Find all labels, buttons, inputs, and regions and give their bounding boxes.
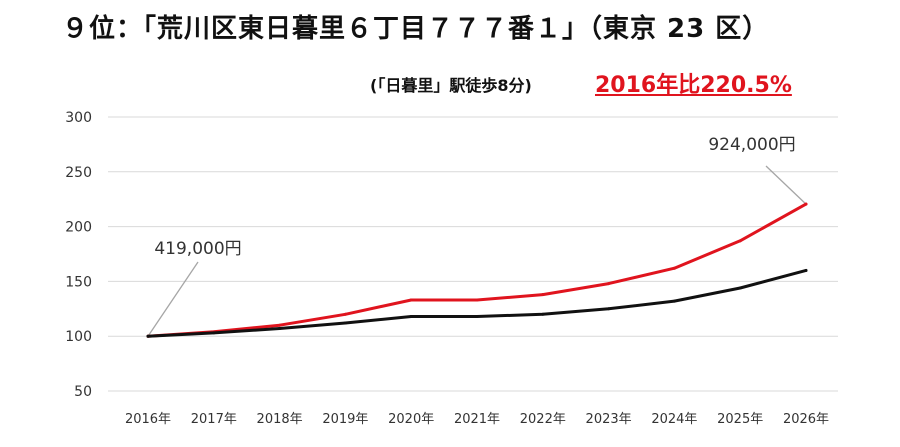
data-point — [409, 298, 413, 302]
x-tick-label: 2025年 — [717, 412, 763, 427]
data-point — [278, 327, 282, 331]
data-point — [804, 268, 808, 272]
y-tick-label: 50 — [74, 384, 92, 400]
data-point — [804, 202, 808, 206]
data-point — [409, 314, 413, 318]
data-point — [475, 298, 479, 302]
page-title: ９位：｢荒川区東日暮里６丁目７７７番１｣（東京 23 区） — [62, 14, 770, 44]
x-tick-label: 2016年 — [125, 412, 171, 427]
y-tick-label: 250 — [65, 165, 92, 181]
x-tick-label: 2026年 — [783, 412, 829, 427]
chart-subtitle: (「日暮里」駅徒歩8分) — [370, 76, 532, 95]
annotation-leader-line — [147, 261, 199, 337]
x-tick-label: 2022年 — [520, 412, 566, 427]
data-point — [672, 299, 676, 303]
data-point — [607, 282, 611, 286]
data-point — [212, 331, 216, 335]
data-point — [278, 323, 282, 327]
x-tick-label: 2021年 — [454, 412, 500, 427]
data-point — [541, 293, 545, 297]
data-point — [475, 314, 479, 318]
growth-highlight: 2016年比220.5% — [595, 73, 792, 98]
data-point — [541, 312, 545, 316]
y-tick-label: 150 — [65, 274, 92, 290]
data-point — [738, 239, 742, 243]
series-line-black — [146, 268, 808, 338]
x-tick-label: 2017年 — [191, 412, 237, 427]
y-tick-label: 300 — [65, 110, 92, 126]
data-point — [738, 286, 742, 290]
data-point — [672, 266, 676, 270]
annotation-label: 924,000円 — [708, 135, 795, 155]
data-point — [146, 334, 150, 338]
data-point — [343, 321, 347, 325]
annotation-label: 419,000円 — [154, 239, 241, 259]
x-tick-label: 2024年 — [651, 412, 697, 427]
y-tick-label: 100 — [65, 329, 92, 345]
x-tick-label: 2020年 — [388, 412, 434, 427]
x-tick-label: 2018年 — [257, 412, 303, 427]
data-point — [343, 312, 347, 316]
y-tick-label: 200 — [65, 220, 92, 236]
x-tick-label: 2023年 — [586, 412, 632, 427]
data-point — [607, 307, 611, 311]
x-tick-label: 2019年 — [322, 412, 368, 427]
annotation-leader-line — [765, 165, 807, 205]
